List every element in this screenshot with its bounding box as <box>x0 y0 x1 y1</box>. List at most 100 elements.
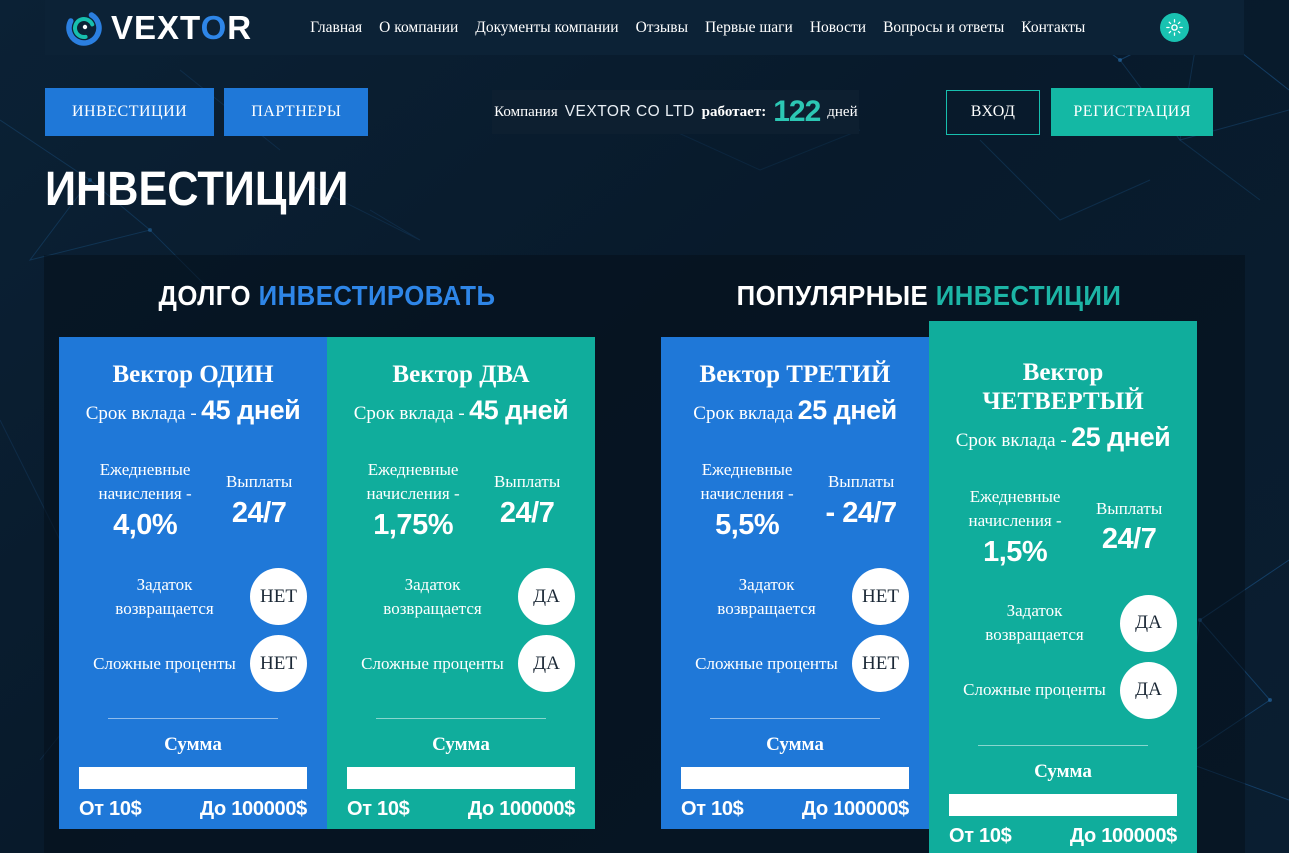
amount-label: Сумма <box>1034 760 1092 782</box>
plan-name: Вектор ЧЕТВЕРТЫЙ <box>982 359 1144 415</box>
plan-name: Вектор ОДИН <box>112 361 274 388</box>
cards-row: Вектор ТРЕТИЙ Срок вклада 25 дней Ежедне… <box>661 321 1197 853</box>
nav-item-faq[interactable]: Вопросы и ответы <box>883 18 1005 36</box>
plan-card-vektor-one: Вектор ОДИН Срок вклада - 45 дней Ежедне… <box>59 337 327 829</box>
amount-label: Сумма <box>766 734 824 756</box>
plans-group-long: ДОЛГО ИНВЕСТИРОВАТЬ Вектор ОДИН Срок вкл… <box>59 280 595 853</box>
max-amount: До 100000$ <box>199 798 307 821</box>
amount-input[interactable] <box>949 793 1177 816</box>
nav-item-news[interactable]: Новости <box>809 18 867 36</box>
partners-button[interactable]: ПАРТНЕРЫ <box>224 88 369 136</box>
nav-item-first-steps[interactable]: Первые шаги <box>705 18 793 36</box>
logo-icon <box>65 9 103 47</box>
status-verb: работает: <box>701 103 767 120</box>
compound-interest-badge: ДА <box>1120 661 1177 719</box>
main-nav: Главная О компании Документы компании От… <box>310 19 1085 37</box>
daily-rate: 5,5% <box>715 509 780 542</box>
plan-card-vektor-four: Вектор ЧЕТВЕРТЫЙ Срок вклада - 25 дней Е… <box>929 321 1197 853</box>
deposit-returned-badge: ДА <box>1120 594 1177 652</box>
payout-schedule: 24/7 <box>499 496 555 529</box>
login-button[interactable]: ВХОД <box>945 89 1041 135</box>
nav-item-home[interactable]: Главная <box>310 18 363 36</box>
auth-buttons: ВХОД РЕГИСТРАЦИЯ <box>945 88 1213 136</box>
plan-name: Вектор ДВА <box>392 361 530 388</box>
amount-range: От 10$ До 100000$ <box>79 798 307 821</box>
plan-card-vektor-three: Вектор ТРЕТИЙ Срок вклада 25 дней Ежедне… <box>661 337 929 829</box>
max-amount: До 100000$ <box>1069 824 1177 847</box>
plan-stats: Ежедневные начисления - 1,75% Выплаты 24/… <box>347 458 575 542</box>
plan-stats: Ежедневные начисления - 4,0% Выплаты 24/7 <box>79 458 307 542</box>
deposit-returned-row: Задаток возвращается НЕТ <box>681 568 909 626</box>
payout-schedule: - 24/7 <box>825 496 898 529</box>
theme-toggle-button[interactable] <box>1160 13 1189 42</box>
plan-term: Срок вклада - 45 дней <box>85 394 301 425</box>
min-amount: От 10$ <box>79 798 142 821</box>
page-title: ИНВЕСТИЦИИ <box>45 163 349 216</box>
plan-name: Вектор ТРЕТИЙ <box>699 361 891 388</box>
compound-interest-badge: ДА <box>518 635 575 693</box>
min-amount: От 10$ <box>949 824 1012 847</box>
max-amount: До 100000$ <box>801 798 909 821</box>
divider <box>710 718 880 720</box>
divider <box>376 718 546 720</box>
divider <box>978 744 1148 746</box>
investments-button[interactable]: ИНВЕСТИЦИИ <box>45 88 215 136</box>
status-prefix: Компания <box>494 103 558 120</box>
deposit-returned-row: Задаток возвращается ДА <box>347 568 575 626</box>
top-bar: VEXTOR Главная О компании Документы комп… <box>45 0 1244 55</box>
logo-accent-letter: O <box>200 9 228 46</box>
company-status-box: Компания VEXTOR CO LTD работает: 122 дне… <box>492 90 860 134</box>
amount-input[interactable] <box>79 767 307 790</box>
amount-label: Сумма <box>432 734 490 756</box>
section-title-popular: ПОПУЛЯРНЫЕ ИНВЕСТИЦИИ <box>736 280 1122 311</box>
company-name: VEXTOR CO LTD <box>564 103 695 120</box>
nav-item-reviews[interactable]: Отзывы <box>635 18 689 36</box>
compound-interest-row: Сложные проценты НЕТ <box>681 635 909 693</box>
register-button[interactable]: РЕГИСТРАЦИЯ <box>1051 88 1213 136</box>
plan-term: Срок вклада - 25 дней <box>955 421 1171 452</box>
days-counter: 122 <box>773 95 821 128</box>
deposit-returned-badge: ДА <box>518 568 575 626</box>
plan-stats: Ежедневные начисления - 5,5% Выплаты - 24… <box>681 458 909 542</box>
payout-schedule: 24/7 <box>231 496 287 529</box>
payout-schedule: 24/7 <box>1101 523 1157 556</box>
plan-stats: Ежедневные начисления - 1,5% Выплаты 24/7 <box>949 485 1177 569</box>
deposit-returned-badge: НЕТ <box>852 568 909 626</box>
logo[interactable]: VEXTOR <box>65 9 252 47</box>
compound-interest-row: Сложные проценты НЕТ <box>79 635 307 693</box>
amount-range: От 10$ До 100000$ <box>949 825 1177 848</box>
amount-label: Сумма <box>164 734 222 756</box>
plan-term: Срок вклада - 45 дней <box>353 394 569 425</box>
amount-range: От 10$ До 100000$ <box>347 798 575 821</box>
max-amount: До 100000$ <box>467 798 575 821</box>
plan-term: Срок вклада 25 дней <box>693 394 897 425</box>
min-amount: От 10$ <box>347 798 410 821</box>
daily-rate: 1,5% <box>983 535 1048 568</box>
deposit-returned-badge: НЕТ <box>250 568 307 626</box>
cards-row: Вектор ОДИН Срок вклада - 45 дней Ежедне… <box>59 337 595 829</box>
daily-rate: 1,75% <box>373 509 453 542</box>
amount-range: От 10$ До 100000$ <box>681 798 909 821</box>
divider <box>108 718 278 720</box>
sun-icon <box>1166 19 1183 36</box>
deposit-returned-row: Задаток возвращается ДА <box>949 594 1177 652</box>
section-title-long: ДОЛГО ИНВЕСТИРОВАТЬ <box>158 280 496 311</box>
amount-input[interactable] <box>681 767 909 790</box>
logo-text: VEXTOR <box>111 9 253 46</box>
days-unit: дней <box>827 103 858 120</box>
nav-item-about[interactable]: О компании <box>379 18 459 36</box>
compound-interest-badge: НЕТ <box>250 635 307 693</box>
plans-panel: ДОЛГО ИНВЕСТИРОВАТЬ Вектор ОДИН Срок вкл… <box>44 255 1245 853</box>
compound-interest-row: Сложные проценты ДА <box>347 635 575 693</box>
compound-interest-badge: НЕТ <box>852 635 909 693</box>
min-amount: От 10$ <box>681 798 744 821</box>
compound-interest-row: Сложные проценты ДА <box>949 661 1177 719</box>
deposit-returned-row: Задаток возвращается НЕТ <box>79 568 307 626</box>
plan-card-vektor-two: Вектор ДВА Срок вклада - 45 дней Ежеднев… <box>327 337 595 829</box>
nav-item-documents[interactable]: Документы компании <box>475 18 619 36</box>
amount-input[interactable] <box>347 767 575 790</box>
nav-item-contacts[interactable]: Контакты <box>1021 18 1086 36</box>
daily-rate: 4,0% <box>113 509 178 542</box>
toolbar: ИНВЕСТИЦИИ ПАРТНЕРЫ Компания VEXTOR CO L… <box>45 88 1244 136</box>
